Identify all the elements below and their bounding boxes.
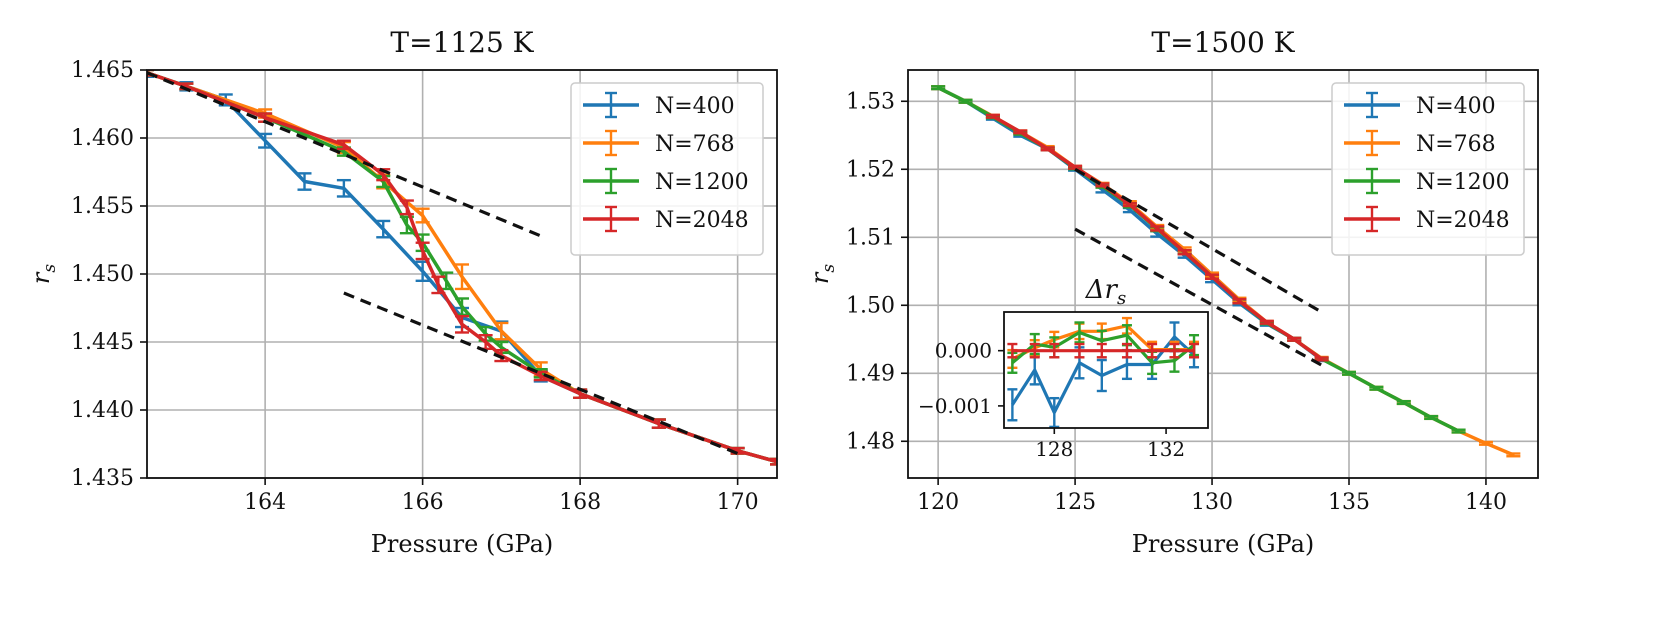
panel2-ticks: 120 125 130 135 140 1.48 1.49 1.50 1.51 1.52 1.53 xyxy=(846,89,1507,515)
panel1-series-group xyxy=(147,70,777,466)
panel1-ytick-label: 1.455 xyxy=(71,194,134,219)
panel2-ytick-label: 1.52 xyxy=(846,157,895,182)
panel2-ylabel-base: r xyxy=(806,271,834,284)
panel1-ylabel: rs xyxy=(27,264,60,284)
panel1-ylabel-sub: s xyxy=(40,264,60,273)
panel2-xtick-label: 120 xyxy=(917,490,959,515)
panel2-legend: N=400 N=768 N=1200 N=2048 xyxy=(1331,82,1525,256)
panel2-ytick-label: 1.53 xyxy=(846,89,895,114)
panel2-inset-ticks: 128 132 −0.001 0.000 xyxy=(918,339,1185,461)
panel2-xtick-label: 125 xyxy=(1054,490,1096,515)
panel1-ylabel-base: r xyxy=(27,271,55,284)
panel1-title: T=1125 K xyxy=(390,26,534,59)
panel1-legend-label: N=1200 xyxy=(655,170,749,195)
panel2-inset-frame xyxy=(1003,311,1209,429)
panel2-inset-series-n2048 xyxy=(1007,342,1200,359)
panel2-inset-ytick-label: −0.001 xyxy=(918,394,992,418)
panel1-legend-label: N=2048 xyxy=(655,208,749,233)
panel2-inset-title-sub: s xyxy=(1117,288,1126,309)
panel2-ylabel-sub: s xyxy=(819,264,839,273)
panel2-legend-label: N=1200 xyxy=(1416,170,1510,195)
panel1-ticks: 164 166 168 170 1.435 1.440 1.445 1.450 1.455 1.4… xyxy=(71,58,759,515)
panel1-plot-area xyxy=(147,70,777,466)
panel2-ylabel: rs xyxy=(806,264,839,284)
panel2-xlabel: Pressure (GPa) xyxy=(1132,530,1315,558)
panel1-xtick-label: 164 xyxy=(244,490,286,515)
panel2-series-group xyxy=(931,85,1521,458)
panel2-legend-label: N=400 xyxy=(1416,94,1496,119)
panel2-dashed-guide-line xyxy=(1074,167,1323,314)
panel2-legend-label: N=2048 xyxy=(1416,208,1510,233)
panel2-title: T=1500 K xyxy=(1151,26,1295,59)
panel1-ytick-label: 1.445 xyxy=(71,330,134,355)
panel2-xtick-label: 130 xyxy=(1191,490,1233,515)
panel2-ytick-label: 1.49 xyxy=(846,361,895,386)
panel2-inset-xtick-label: 132 xyxy=(1147,437,1185,461)
panel1-ytick-label: 1.450 xyxy=(71,262,134,287)
panel1-xtick-label: 168 xyxy=(559,490,601,515)
panel1-ytick-label: 1.440 xyxy=(71,398,134,423)
panel2-ytick-label: 1.48 xyxy=(846,429,895,454)
panel2-series-n2048 xyxy=(985,113,1329,362)
panel2-legend-frame xyxy=(1331,82,1525,256)
panel2-inset-title: Δrs xyxy=(1085,275,1126,309)
panel1-series-line xyxy=(147,71,777,464)
panel2-frame xyxy=(907,69,1539,479)
panel2-plot-area xyxy=(931,85,1521,458)
panel2-inset-ytick-label: 0.000 xyxy=(935,339,992,363)
panel1-legend-label: N=768 xyxy=(655,132,735,157)
panel1-legend-label: N=400 xyxy=(655,94,735,119)
panel2-inset-xtick-label: 128 xyxy=(1035,437,1073,461)
panel1-ytick-label: 1.465 xyxy=(71,58,134,83)
panel1-legend: N=400 N=768 N=1200 N=2048 xyxy=(570,82,764,256)
panel2-xtick-label: 135 xyxy=(1328,490,1370,515)
panel2-xtick-label: 140 xyxy=(1465,490,1507,515)
panel1-ytick-label: 1.460 xyxy=(71,126,134,151)
panel2-ytick-label: 1.51 xyxy=(846,225,895,250)
panel1-xtick-label: 166 xyxy=(402,490,444,515)
panel2-inset-title-base: Δr xyxy=(1085,275,1119,305)
panel1-legend-frame xyxy=(570,82,764,256)
panel1-ytick-label: 1.435 xyxy=(71,466,134,491)
panel2-ytick-label: 1.50 xyxy=(846,293,895,318)
panel2-inset-plot-area xyxy=(1007,316,1200,428)
panel2-dashed-guide-line xyxy=(1074,227,1323,367)
panel1-xtick-label: 170 xyxy=(717,490,759,515)
panel1-xlabel: Pressure (GPa) xyxy=(371,530,554,558)
panel2-legend-label: N=768 xyxy=(1416,132,1496,157)
